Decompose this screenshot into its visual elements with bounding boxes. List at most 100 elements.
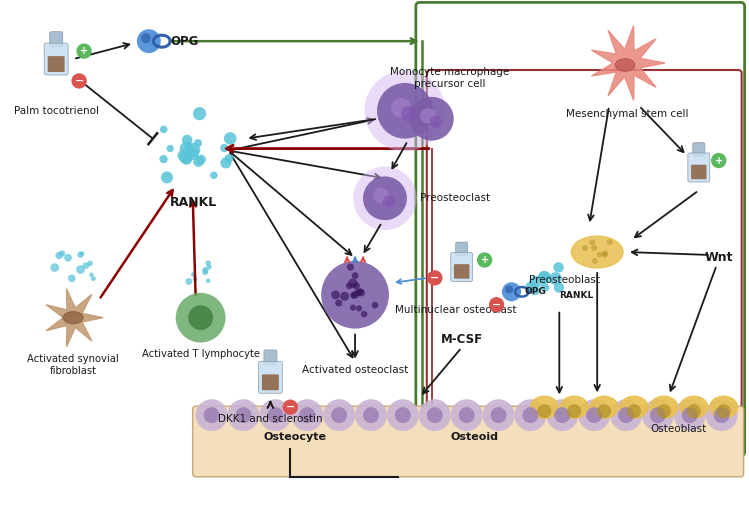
Circle shape — [184, 143, 192, 151]
Circle shape — [323, 399, 355, 431]
Circle shape — [291, 399, 323, 431]
Circle shape — [77, 251, 84, 258]
Circle shape — [706, 399, 738, 431]
Circle shape — [430, 116, 442, 128]
Circle shape — [204, 407, 219, 423]
Circle shape — [554, 282, 564, 292]
Ellipse shape — [650, 396, 678, 418]
FancyBboxPatch shape — [262, 374, 279, 390]
Circle shape — [363, 176, 407, 220]
Circle shape — [355, 399, 387, 431]
Circle shape — [712, 154, 726, 168]
Circle shape — [141, 33, 151, 43]
Ellipse shape — [560, 396, 588, 418]
Circle shape — [502, 282, 521, 301]
Circle shape — [335, 299, 342, 306]
Circle shape — [361, 311, 367, 317]
Circle shape — [356, 305, 362, 311]
Circle shape — [530, 285, 540, 295]
Circle shape — [207, 265, 212, 269]
Circle shape — [225, 154, 234, 163]
Circle shape — [184, 147, 194, 158]
Text: −: − — [492, 300, 501, 310]
Circle shape — [235, 407, 252, 423]
Circle shape — [627, 404, 641, 418]
Circle shape — [610, 399, 642, 431]
Circle shape — [182, 135, 192, 145]
Text: Activated synovial
fibroblast: Activated synovial fibroblast — [27, 355, 119, 376]
Circle shape — [283, 400, 297, 414]
Ellipse shape — [590, 396, 618, 418]
Circle shape — [401, 106, 416, 122]
Text: +: + — [481, 255, 488, 265]
Circle shape — [192, 277, 198, 282]
Circle shape — [89, 272, 94, 277]
Polygon shape — [592, 26, 665, 100]
Circle shape — [160, 155, 168, 163]
Circle shape — [185, 142, 192, 150]
Circle shape — [352, 291, 360, 298]
Circle shape — [546, 399, 578, 431]
Circle shape — [674, 399, 706, 431]
Circle shape — [55, 252, 63, 259]
Circle shape — [72, 74, 86, 88]
Circle shape — [193, 156, 204, 167]
Text: −: − — [285, 402, 295, 412]
Circle shape — [582, 245, 588, 251]
Circle shape — [259, 399, 291, 431]
FancyBboxPatch shape — [258, 361, 282, 393]
Circle shape — [567, 404, 581, 418]
FancyBboxPatch shape — [48, 56, 64, 72]
Circle shape — [717, 404, 731, 418]
Circle shape — [365, 70, 446, 151]
Circle shape — [187, 143, 200, 157]
Text: DKK1 and sclerostin: DKK1 and sclerostin — [218, 414, 323, 424]
Ellipse shape — [530, 396, 558, 418]
Circle shape — [458, 407, 475, 423]
Circle shape — [180, 141, 193, 155]
Circle shape — [354, 167, 416, 230]
Circle shape — [202, 267, 209, 273]
FancyBboxPatch shape — [454, 264, 470, 279]
Circle shape — [515, 399, 546, 431]
Circle shape — [193, 107, 206, 120]
Circle shape — [597, 252, 603, 258]
Circle shape — [540, 283, 549, 292]
Circle shape — [76, 265, 85, 274]
Circle shape — [554, 407, 570, 423]
Circle shape — [83, 262, 89, 269]
Circle shape — [618, 407, 634, 423]
Circle shape — [350, 305, 356, 310]
Circle shape — [478, 253, 491, 267]
Text: Monocyte macrophage
precursor cell: Monocyte macrophage precursor cell — [390, 67, 509, 89]
Circle shape — [358, 289, 365, 297]
Circle shape — [194, 139, 202, 148]
Circle shape — [189, 148, 199, 157]
Ellipse shape — [620, 396, 648, 418]
Circle shape — [682, 407, 698, 423]
Ellipse shape — [616, 59, 635, 71]
Circle shape — [482, 399, 515, 431]
Circle shape — [321, 261, 389, 328]
Text: Preosteoclast: Preosteoclast — [420, 193, 490, 204]
Circle shape — [331, 290, 340, 299]
Text: +: + — [715, 156, 723, 166]
Text: OPG: OPG — [524, 287, 546, 296]
Circle shape — [589, 240, 595, 246]
Circle shape — [178, 150, 189, 161]
Circle shape — [549, 272, 562, 285]
Circle shape — [300, 407, 315, 423]
FancyBboxPatch shape — [691, 164, 706, 179]
Circle shape — [205, 261, 211, 266]
Circle shape — [267, 407, 283, 423]
Text: −: − — [430, 273, 440, 283]
Circle shape — [176, 293, 225, 342]
Circle shape — [196, 155, 206, 164]
Circle shape — [346, 283, 353, 289]
Circle shape — [539, 271, 551, 283]
Text: OPG: OPG — [171, 34, 199, 48]
Circle shape — [607, 239, 613, 245]
Circle shape — [353, 282, 360, 289]
Circle shape — [538, 271, 551, 284]
Circle shape — [161, 171, 173, 183]
